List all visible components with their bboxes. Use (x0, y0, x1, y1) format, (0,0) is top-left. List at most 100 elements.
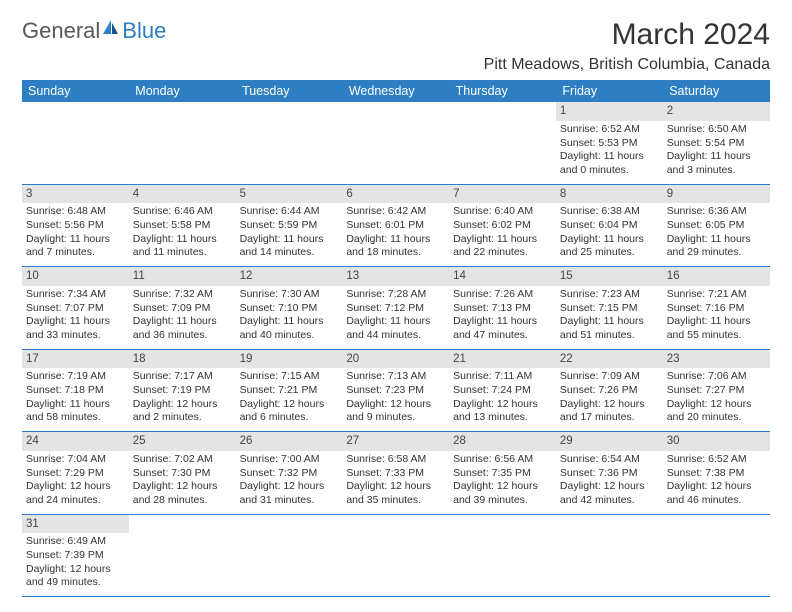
sunrise-line: Sunrise: 7:34 AM (26, 288, 125, 302)
day-number (449, 515, 556, 534)
sunset-line: Sunset: 7:18 PM (26, 384, 125, 398)
daylight-line: Daylight: 12 hours and 20 minutes. (667, 398, 766, 425)
sail-icon (101, 16, 121, 42)
sunrise-line: Sunrise: 6:36 AM (667, 205, 766, 219)
day-details: Sunrise: 6:58 AMSunset: 7:33 PMDaylight:… (342, 451, 449, 514)
calendar-cell: 25Sunrise: 7:02 AMSunset: 7:30 PMDayligh… (129, 432, 236, 515)
day-number (342, 515, 449, 534)
daylight-line: Daylight: 12 hours and 9 minutes. (346, 398, 445, 425)
day-details: Sunrise: 6:40 AMSunset: 6:02 PMDaylight:… (449, 203, 556, 266)
sunrise-line: Sunrise: 7:02 AM (133, 453, 232, 467)
daylight-line: Daylight: 11 hours and 14 minutes. (240, 233, 339, 260)
day-number (342, 102, 449, 121)
calendar-cell (129, 102, 236, 184)
day-number (22, 102, 129, 121)
day-details: Sunrise: 6:46 AMSunset: 5:58 PMDaylight:… (129, 203, 236, 266)
weekday-header: Thursday (449, 80, 556, 102)
calendar-cell: 24Sunrise: 7:04 AMSunset: 7:29 PMDayligh… (22, 432, 129, 515)
calendar-cell: 31Sunrise: 6:49 AMSunset: 7:39 PMDayligh… (22, 514, 129, 597)
daylight-line: Daylight: 12 hours and 24 minutes. (26, 480, 125, 507)
header: General Blue March 2024 Pitt Meadows, Br… (22, 18, 770, 74)
calendar-cell: 17Sunrise: 7:19 AMSunset: 7:18 PMDayligh… (22, 349, 129, 432)
day-number (663, 515, 770, 534)
sunset-line: Sunset: 5:59 PM (240, 219, 339, 233)
sunrise-line: Sunrise: 6:56 AM (453, 453, 552, 467)
sunrise-line: Sunrise: 7:32 AM (133, 288, 232, 302)
sunset-line: Sunset: 7:12 PM (346, 302, 445, 316)
calendar-cell: 1Sunrise: 6:52 AMSunset: 5:53 PMDaylight… (556, 102, 663, 184)
day-number: 20 (342, 350, 449, 369)
day-details: Sunrise: 6:49 AMSunset: 7:39 PMDaylight:… (22, 533, 129, 596)
day-number: 31 (22, 515, 129, 534)
day-details: Sunrise: 7:19 AMSunset: 7:18 PMDaylight:… (22, 368, 129, 431)
day-number: 21 (449, 350, 556, 369)
daylight-line: Daylight: 11 hours and 22 minutes. (453, 233, 552, 260)
daylight-line: Daylight: 11 hours and 7 minutes. (26, 233, 125, 260)
table-row: 10Sunrise: 7:34 AMSunset: 7:07 PMDayligh… (22, 267, 770, 350)
day-number: 2 (663, 102, 770, 121)
day-number: 23 (663, 350, 770, 369)
sunset-line: Sunset: 5:54 PM (667, 137, 766, 151)
day-details: Sunrise: 7:30 AMSunset: 7:10 PMDaylight:… (236, 286, 343, 349)
daylight-line: Daylight: 12 hours and 35 minutes. (346, 480, 445, 507)
daylight-line: Daylight: 11 hours and 36 minutes. (133, 315, 232, 342)
sunrise-line: Sunrise: 6:52 AM (560, 123, 659, 137)
daylight-line: Daylight: 12 hours and 42 minutes. (560, 480, 659, 507)
day-number: 28 (449, 432, 556, 451)
day-number: 13 (342, 267, 449, 286)
calendar-cell (342, 102, 449, 184)
day-details: Sunrise: 7:00 AMSunset: 7:32 PMDaylight:… (236, 451, 343, 514)
sunrise-line: Sunrise: 6:42 AM (346, 205, 445, 219)
day-details: Sunrise: 6:36 AMSunset: 6:05 PMDaylight:… (663, 203, 770, 266)
day-number: 10 (22, 267, 129, 286)
sunrise-line: Sunrise: 6:49 AM (26, 535, 125, 549)
sunset-line: Sunset: 5:53 PM (560, 137, 659, 151)
calendar-cell: 6Sunrise: 6:42 AMSunset: 6:01 PMDaylight… (342, 184, 449, 267)
calendar-cell: 28Sunrise: 6:56 AMSunset: 7:35 PMDayligh… (449, 432, 556, 515)
day-number: 9 (663, 185, 770, 204)
sunrise-line: Sunrise: 7:17 AM (133, 370, 232, 384)
sunset-line: Sunset: 6:05 PM (667, 219, 766, 233)
logo-text-general: General (22, 18, 100, 44)
table-row: 1Sunrise: 6:52 AMSunset: 5:53 PMDaylight… (22, 102, 770, 184)
sunset-line: Sunset: 6:01 PM (346, 219, 445, 233)
sunset-line: Sunset: 7:27 PM (667, 384, 766, 398)
calendar-cell: 4Sunrise: 6:46 AMSunset: 5:58 PMDaylight… (129, 184, 236, 267)
day-details: Sunrise: 6:54 AMSunset: 7:36 PMDaylight:… (556, 451, 663, 514)
sunrise-line: Sunrise: 6:50 AM (667, 123, 766, 137)
day-number: 16 (663, 267, 770, 286)
sunrise-line: Sunrise: 7:09 AM (560, 370, 659, 384)
day-details: Sunrise: 6:44 AMSunset: 5:59 PMDaylight:… (236, 203, 343, 266)
daylight-line: Daylight: 12 hours and 6 minutes. (240, 398, 339, 425)
calendar-cell: 29Sunrise: 6:54 AMSunset: 7:36 PMDayligh… (556, 432, 663, 515)
day-details: Sunrise: 6:52 AMSunset: 5:53 PMDaylight:… (556, 121, 663, 184)
daylight-line: Daylight: 11 hours and 3 minutes. (667, 150, 766, 177)
weekday-header: Sunday (22, 80, 129, 102)
calendar-cell: 8Sunrise: 6:38 AMSunset: 6:04 PMDaylight… (556, 184, 663, 267)
day-details: Sunrise: 6:42 AMSunset: 6:01 PMDaylight:… (342, 203, 449, 266)
day-number: 1 (556, 102, 663, 121)
calendar-cell (663, 514, 770, 597)
sunset-line: Sunset: 5:56 PM (26, 219, 125, 233)
day-number: 12 (236, 267, 343, 286)
daylight-line: Daylight: 11 hours and 18 minutes. (346, 233, 445, 260)
calendar-cell: 30Sunrise: 6:52 AMSunset: 7:38 PMDayligh… (663, 432, 770, 515)
daylight-line: Daylight: 12 hours and 31 minutes. (240, 480, 339, 507)
day-number: 24 (22, 432, 129, 451)
day-number (236, 102, 343, 121)
sunset-line: Sunset: 7:23 PM (346, 384, 445, 398)
day-number: 5 (236, 185, 343, 204)
sunrise-line: Sunrise: 7:19 AM (26, 370, 125, 384)
day-number (449, 102, 556, 121)
day-details: Sunrise: 7:26 AMSunset: 7:13 PMDaylight:… (449, 286, 556, 349)
calendar-cell (449, 514, 556, 597)
calendar-cell (449, 102, 556, 184)
sunrise-line: Sunrise: 7:21 AM (667, 288, 766, 302)
calendar-cell: 10Sunrise: 7:34 AMSunset: 7:07 PMDayligh… (22, 267, 129, 350)
day-details: Sunrise: 7:13 AMSunset: 7:23 PMDaylight:… (342, 368, 449, 431)
day-details: Sunrise: 6:38 AMSunset: 6:04 PMDaylight:… (556, 203, 663, 266)
day-details: Sunrise: 7:09 AMSunset: 7:26 PMDaylight:… (556, 368, 663, 431)
logo-text-blue: Blue (122, 18, 166, 44)
calendar-cell (129, 514, 236, 597)
sunrise-line: Sunrise: 7:26 AM (453, 288, 552, 302)
